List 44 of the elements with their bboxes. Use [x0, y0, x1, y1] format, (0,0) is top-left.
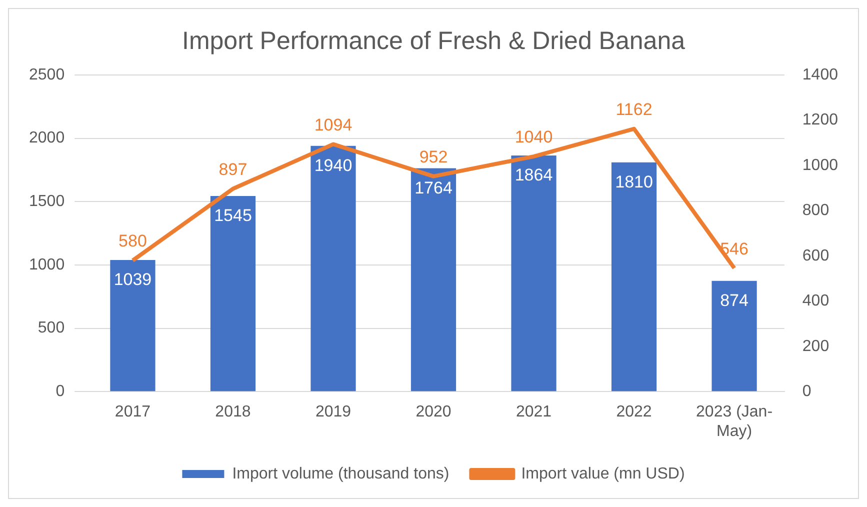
legend-label: Import value (mn USD)	[521, 465, 685, 482]
data-label: 1864	[514, 166, 553, 185]
chart-title: Import Performance of Fresh & Dried Banana	[182, 26, 686, 55]
data-label: 1039	[114, 270, 152, 290]
y2-tick-label: 400	[802, 292, 830, 310]
data-label: 874	[720, 291, 748, 310]
x-tick-label: 2019	[315, 404, 352, 421]
x-tick-label: 2022	[616, 404, 652, 421]
y-tick-label: 1500	[29, 193, 65, 210]
data-label: 952	[419, 148, 448, 166]
data-label: 1764	[414, 178, 452, 198]
y-tick-label: 0	[56, 383, 65, 400]
y2-tick-label: 1200	[802, 112, 838, 129]
bar	[611, 162, 657, 392]
x-tick-label: 2023 (Jan-May)	[696, 404, 773, 440]
data-label: 1094	[314, 115, 352, 134]
x-tick-label: 2017	[114, 404, 151, 421]
y2-tick-label: 200	[802, 338, 830, 355]
y-tick-label: 2000	[29, 130, 65, 147]
y-tick-label: 1000	[29, 256, 65, 274]
bar	[210, 196, 256, 392]
bar	[110, 260, 156, 392]
bar	[712, 280, 757, 392]
y-tick-label: 500	[38, 320, 65, 337]
data-label: 1940	[314, 156, 352, 176]
data-label: 1040	[514, 128, 553, 147]
y2-tick-label: 1000	[802, 156, 838, 174]
bar	[511, 156, 556, 392]
x-tick-label: 2021	[516, 404, 552, 421]
y-tick-label: 2500	[29, 66, 65, 84]
bar	[310, 146, 356, 392]
data-label: 1162	[616, 100, 652, 120]
data-label: 1810	[615, 172, 653, 192]
x-tick-label: 2020	[416, 404, 452, 421]
x-tick-label: 2018	[215, 404, 251, 421]
y2-tick-label: 600	[802, 247, 830, 264]
data-label: 897	[218, 160, 248, 179]
legend-label: Import volume (thousand tons)	[232, 465, 450, 482]
y2-tick-label: 800	[802, 202, 830, 220]
y2-tick-label: 1400	[802, 66, 838, 84]
data-label: 580	[118, 232, 147, 251]
bar	[410, 168, 456, 392]
y2-tick-label: 0	[802, 383, 812, 400]
data-label: 1545	[214, 206, 252, 226]
